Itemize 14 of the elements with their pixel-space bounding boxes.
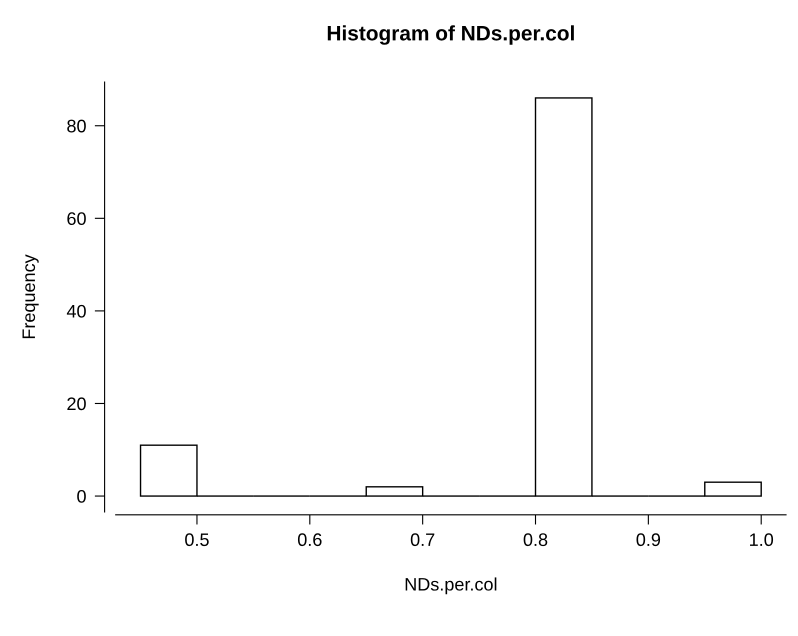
x-axis-title: NDs.per.col bbox=[406, 577, 496, 594]
x-tick-label: 0.9 bbox=[636, 533, 660, 546]
y-tick-label: 40 bbox=[66, 304, 86, 318]
y-tick-label: 80 bbox=[67, 120, 86, 132]
x-tick-label: 0.6 bbox=[298, 533, 322, 546]
x-tick-label: 0.8 bbox=[524, 533, 548, 546]
y-axis-title: Frequency bbox=[22, 254, 39, 338]
y-tick-label: 20 bbox=[67, 397, 86, 410]
x-tick-label: 0.7 bbox=[410, 533, 434, 546]
y-tick-label: 60 bbox=[67, 212, 86, 226]
x-tick-label: 0.5 bbox=[185, 533, 209, 546]
x-tick-label: 1.0 bbox=[750, 533, 774, 546]
chart-title: Histogram of NDs.per.col bbox=[328, 25, 574, 45]
y-tick-label: 0 bbox=[77, 490, 86, 503]
